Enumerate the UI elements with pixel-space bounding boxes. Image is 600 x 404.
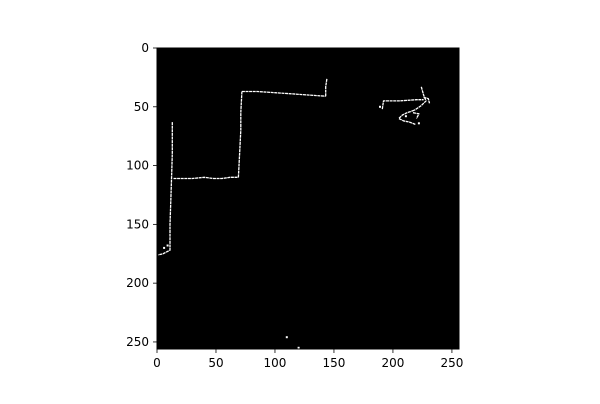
y-tick-label: 150 xyxy=(126,217,149,231)
trace-segment-9 xyxy=(423,96,431,104)
trace-segment-4 xyxy=(325,78,328,97)
y-tick-label: 250 xyxy=(126,335,149,349)
x-tick-label: 200 xyxy=(381,356,404,370)
trace-point-2 xyxy=(163,246,166,249)
trace-segment-3 xyxy=(241,90,326,97)
x-tick-label: 250 xyxy=(440,356,463,370)
x-axis: 0 50 100 150 200 250 xyxy=(153,349,463,370)
x-tick-label: 0 xyxy=(153,356,161,370)
plot-frame xyxy=(156,47,460,350)
x-tick-label: 150 xyxy=(323,356,346,370)
y-tick-label: 50 xyxy=(134,100,149,114)
traces xyxy=(158,78,431,349)
trace-point-5 xyxy=(379,105,381,108)
trace-segment-7 xyxy=(398,109,416,126)
trace-point-0 xyxy=(285,336,288,339)
trace-segment-2 xyxy=(237,91,243,178)
y-tick-label: 0 xyxy=(141,41,149,55)
trace-point-1 xyxy=(297,346,300,349)
trace-segment-5 xyxy=(381,99,424,110)
trace-point-6 xyxy=(404,115,407,118)
y-tick-label: 200 xyxy=(126,276,149,290)
trace-point-4 xyxy=(417,122,420,125)
trace-segment-6 xyxy=(413,86,427,111)
trace-point-3 xyxy=(166,244,169,247)
x-tick-label: 50 xyxy=(208,356,223,370)
image-area xyxy=(157,48,459,349)
x-tick-label: 100 xyxy=(264,356,287,370)
trace-segment-0 xyxy=(158,122,173,256)
y-axis: 0 50 100 150 200 250 xyxy=(126,41,157,349)
trace-segment-1 xyxy=(173,176,239,180)
trace-segment-8 xyxy=(412,112,420,119)
y-tick-label: 100 xyxy=(126,159,149,173)
